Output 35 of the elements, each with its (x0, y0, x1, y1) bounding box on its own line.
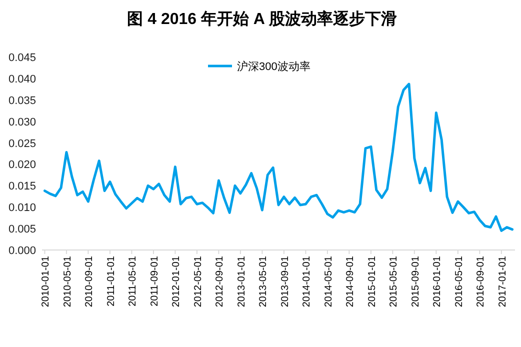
x-tick-label: 2014-01-01 (302, 256, 313, 308)
y-tick-label: 0.035 (8, 94, 36, 107)
x-tick-label: 2015-01-01 (366, 256, 378, 308)
y-tick-label: 0.025 (8, 138, 36, 150)
x-tick-label: 2013-05-01 (258, 256, 270, 308)
y-tick-label: 0.015 (8, 180, 36, 193)
y-tick-label: 0.020 (8, 159, 36, 172)
x-tick-label: 2015-05-01 (388, 256, 400, 308)
x-tick-label: 2011-05-01 (128, 256, 139, 306)
x-tick-label: 2013-01-01 (236, 256, 248, 308)
x-tick-label: 2015-09-01 (410, 256, 422, 308)
x-tick-label: 2011-01-01 (106, 256, 117, 306)
x-tick-label: 2011-09-01 (149, 256, 160, 306)
y-tick-label: 0.010 (8, 202, 36, 214)
x-tick-label: 2012-09-01 (214, 256, 226, 308)
y-tick-label: 0.000 (8, 245, 36, 257)
legend: 沪深300波动率 (208, 61, 310, 73)
x-tick-label: 2014-09-01 (345, 256, 356, 308)
y-tick-label: 0.030 (8, 116, 36, 128)
y-tick-label: 0.005 (8, 224, 36, 236)
y-tick-label: 0.040 (8, 73, 36, 86)
x-tick-label: 2010-05-01 (62, 256, 74, 308)
legend-label: 沪深300波动率 (237, 60, 310, 73)
x-tick-label: 2017-01-01 (497, 256, 508, 308)
x-tick-label: 2016-01-01 (432, 256, 444, 308)
x-tick-label: 2010-09-01 (84, 256, 96, 308)
x-tick-label: 2013-09-01 (280, 256, 291, 308)
title: 图 4 2016 年开始 A 股波动率逐步下滑 (127, 11, 397, 28)
x-tick-label: 2014-05-01 (323, 256, 334, 308)
x-tick-label: 2010-01-01 (40, 256, 52, 308)
x-tick-label: 2012-01-01 (171, 256, 182, 308)
x-tick-label: 2016-05-01 (454, 256, 465, 308)
x-tick-label: 2012-05-01 (192, 256, 204, 308)
y-tick-label: 0.045 (8, 52, 36, 64)
x-tick-label: 2016-09-01 (476, 256, 487, 308)
